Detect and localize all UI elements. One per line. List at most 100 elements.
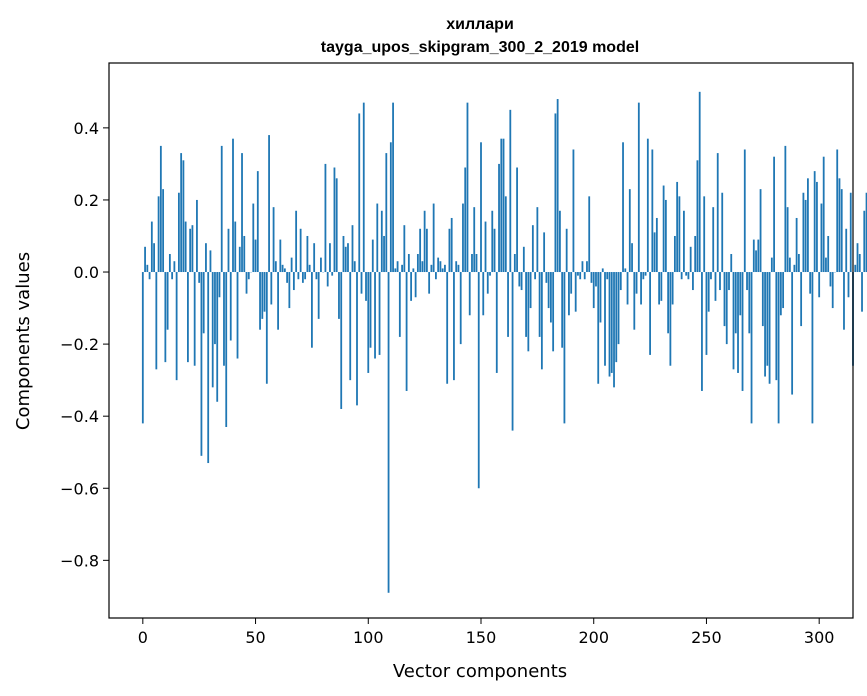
- bar-153: [486, 272, 489, 294]
- bar-53: [261, 272, 264, 319]
- bar-176: [538, 272, 541, 337]
- bar-267: [743, 149, 746, 273]
- bar-63: [283, 268, 286, 273]
- bar-86: [335, 178, 338, 273]
- bar-156: [493, 228, 496, 273]
- bar-56: [268, 135, 270, 273]
- bar-166: [516, 167, 518, 273]
- bar-64: [286, 272, 289, 283]
- bar-132: [439, 261, 442, 273]
- bar-23: [193, 272, 196, 366]
- bar-196: [583, 272, 586, 280]
- y-tick-label-6: 0.4: [74, 119, 99, 138]
- bar-301: [820, 203, 823, 273]
- bar-284: [782, 272, 785, 309]
- bar-150: [480, 142, 482, 273]
- bar-260: [728, 272, 730, 291]
- bar-224: [646, 138, 649, 273]
- bar-71: [301, 272, 304, 283]
- bar-55: [265, 272, 268, 384]
- bar-186: [561, 272, 564, 348]
- bar-318: [858, 254, 861, 273]
- bar-220: [637, 102, 640, 273]
- bar-123: [419, 228, 422, 273]
- bar-222: [642, 272, 645, 280]
- bar-8: [159, 145, 162, 273]
- bar-61: [279, 239, 282, 273]
- bar-70: [299, 228, 302, 273]
- bar-189: [568, 272, 570, 316]
- bar-286: [786, 207, 789, 273]
- bar-124: [421, 261, 424, 273]
- chart-title: хиллари: [446, 16, 514, 33]
- bar-200: [592, 272, 595, 309]
- bar-261: [730, 254, 733, 273]
- bar-142: [462, 203, 464, 273]
- bar-68: [295, 210, 298, 273]
- bar-191: [572, 149, 575, 273]
- y-axis-ticks: −0.8 −0.6 −0.4 −0.2 0.0 0.2 0.4: [60, 119, 109, 570]
- bar-78: [317, 272, 320, 319]
- bar-259: [725, 272, 728, 345]
- bar-13: [171, 272, 174, 280]
- bar-145: [468, 272, 471, 316]
- bar-172: [529, 272, 532, 309]
- bar-158: [498, 163, 500, 273]
- bar-213: [622, 142, 624, 273]
- bar-256: [719, 272, 721, 291]
- bar-274: [759, 189, 762, 273]
- bar-232: [664, 199, 667, 273]
- bar-292: [800, 272, 803, 327]
- bar-303: [825, 257, 827, 273]
- bar-272: [755, 250, 757, 273]
- bar-262: [732, 272, 735, 370]
- bar-217: [631, 243, 633, 273]
- bar-193: [577, 272, 579, 276]
- y-tick-label-3: −0.2: [60, 335, 99, 354]
- x-tick-label-0: 0: [138, 628, 148, 647]
- bar-42: [236, 272, 239, 359]
- bar-177: [540, 272, 543, 370]
- bar-88: [340, 272, 343, 409]
- bar-300: [818, 272, 821, 298]
- bar-138: [453, 272, 455, 381]
- bar-107: [383, 235, 385, 273]
- bar-282: [777, 272, 780, 424]
- bar-161: [504, 196, 507, 273]
- bar-216: [628, 189, 631, 273]
- bar-264: [737, 272, 739, 373]
- bar-269: [748, 272, 751, 334]
- bar-147: [473, 207, 476, 273]
- bar-160: [502, 138, 505, 273]
- bar-280: [773, 156, 775, 273]
- bar-157: [495, 272, 498, 373]
- bar-135: [446, 272, 449, 384]
- bar-309: [838, 178, 841, 273]
- bar-221: [640, 272, 642, 305]
- bar-3: [148, 272, 151, 280]
- bar-34: [218, 272, 221, 298]
- x-axis-ticks: 0 50 100 150 200 250 300: [138, 618, 835, 647]
- bar-281: [775, 272, 778, 381]
- bar-207: [608, 272, 611, 377]
- bar-211: [617, 272, 620, 345]
- bar-228: [655, 217, 658, 273]
- x-tick-label-300: 300: [804, 628, 835, 647]
- bar-288: [791, 272, 794, 395]
- bar-22: [191, 225, 194, 273]
- bar-197: [586, 261, 588, 273]
- bar-237: [676, 181, 679, 273]
- bar-219: [635, 272, 638, 294]
- bar-14: [173, 261, 176, 273]
- bar-103: [374, 272, 376, 359]
- bar-317: [856, 243, 859, 273]
- bar-146: [471, 254, 473, 273]
- bar-179: [545, 272, 548, 283]
- bar-97: [360, 272, 363, 294]
- bar-136: [448, 228, 451, 273]
- bar-41: [234, 221, 237, 273]
- bar-225: [649, 272, 651, 355]
- bar-83: [329, 243, 331, 273]
- bar-38: [227, 228, 230, 273]
- bar-183: [554, 113, 557, 273]
